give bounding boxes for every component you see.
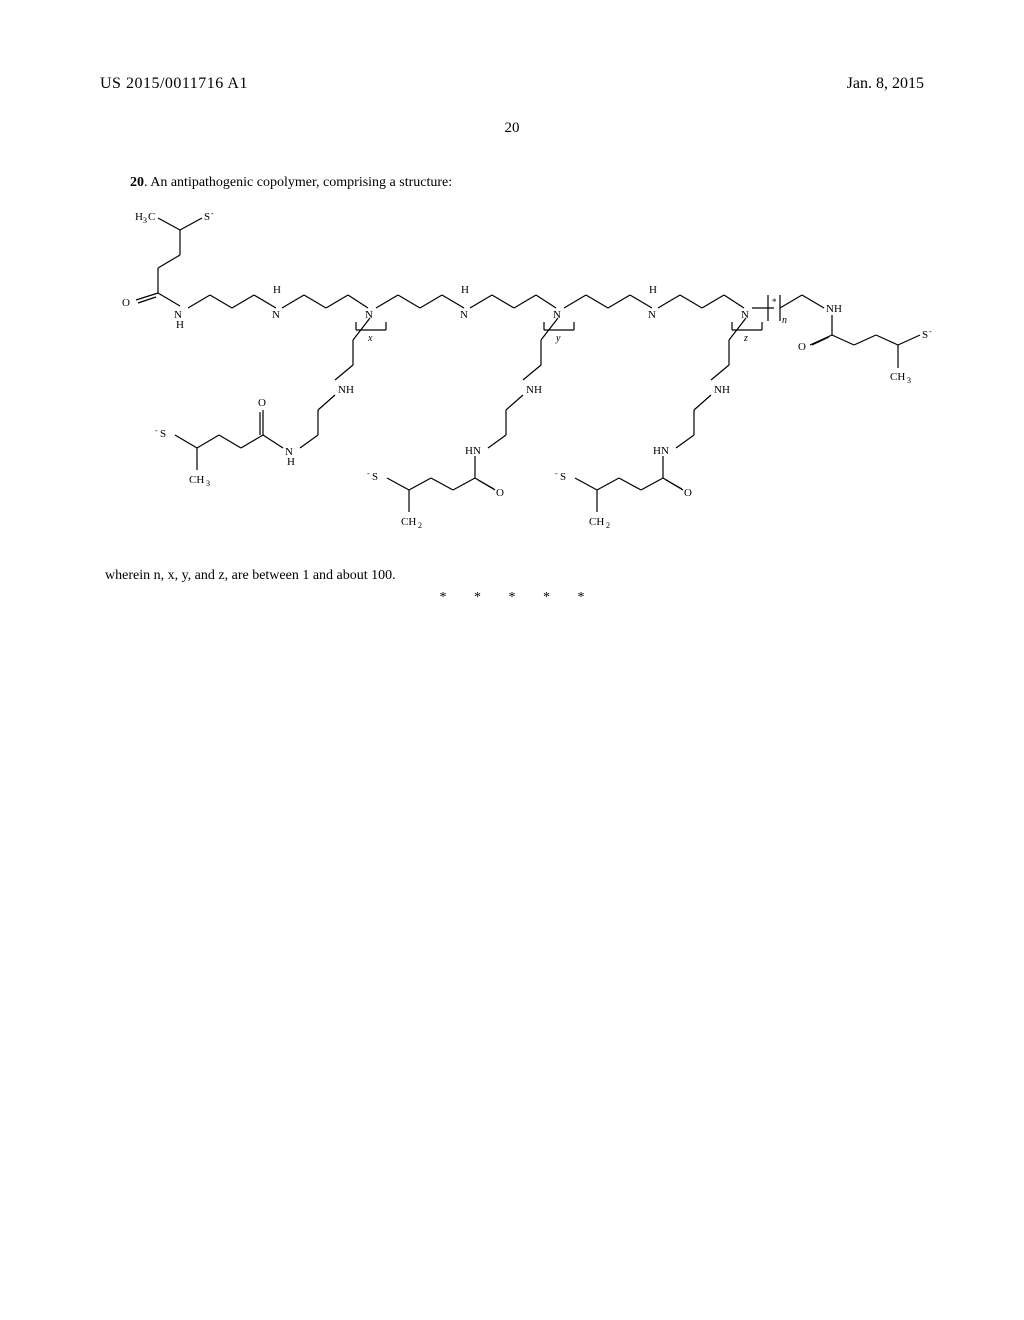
svg-text:H: H xyxy=(649,284,657,296)
svg-text:O: O xyxy=(496,487,504,499)
svg-text:CH: CH xyxy=(589,516,604,528)
svg-text:NH: NH xyxy=(714,384,730,396)
svg-text:O: O xyxy=(684,487,692,499)
svg-text:HN: HN xyxy=(465,445,481,457)
svg-text:H: H xyxy=(273,284,281,296)
wherein-text: wherein n, x, y, and z, are between 1 an… xyxy=(105,568,396,584)
svg-text:NH: NH xyxy=(826,303,842,315)
page-number: 20 xyxy=(0,120,1024,137)
svg-text:O: O xyxy=(258,397,266,409)
end-asterisks: * * * * * xyxy=(0,590,1024,606)
page-header: US 2015/0011716 A1 Jan. 8, 2015 xyxy=(0,75,1024,93)
claim-body: . An antipathogenic copolymer, comprisin… xyxy=(144,175,452,190)
svg-text:3: 3 xyxy=(206,479,210,488)
svg-text:-: - xyxy=(929,327,932,336)
svg-text:S: S xyxy=(560,471,566,483)
svg-text:N: N xyxy=(648,309,656,321)
svg-text:S: S xyxy=(922,329,928,341)
claim-text: 20. An antipathogenic copolymer, compris… xyxy=(130,175,452,191)
svg-text:-: - xyxy=(555,469,558,478)
svg-text:NH: NH xyxy=(338,384,354,396)
svg-text:NH: NH xyxy=(526,384,542,396)
svg-text:O: O xyxy=(798,341,806,353)
svg-text:n: n xyxy=(782,315,787,326)
svg-text:S: S xyxy=(204,211,210,223)
svg-text:3: 3 xyxy=(907,376,911,385)
svg-text:O: O xyxy=(122,297,130,309)
svg-text:y: y xyxy=(555,333,561,344)
svg-text:HN: HN xyxy=(653,445,669,457)
svg-text:3: 3 xyxy=(143,216,147,225)
svg-text:C: C xyxy=(148,211,155,223)
svg-text:N: N xyxy=(272,309,280,321)
svg-text:H: H xyxy=(135,211,143,223)
svg-text:z: z xyxy=(743,333,748,344)
patent-number: US 2015/0011716 A1 xyxy=(100,75,248,93)
svg-text:x: x xyxy=(367,333,373,344)
claim-number: 20 xyxy=(130,175,144,190)
svg-text:S: S xyxy=(160,428,166,440)
publication-date: Jan. 8, 2015 xyxy=(847,75,924,93)
svg-text:*: * xyxy=(772,297,777,307)
svg-text:H: H xyxy=(461,284,469,296)
svg-text:N: N xyxy=(460,309,468,321)
svg-text:CH: CH xyxy=(189,474,204,486)
svg-text:2: 2 xyxy=(606,521,610,530)
svg-text:-: - xyxy=(367,469,370,478)
chemical-structure: H 3 C S - O N H H N N x xyxy=(80,200,940,550)
svg-text:2: 2 xyxy=(418,521,422,530)
svg-text:-: - xyxy=(155,426,158,435)
svg-text:CH: CH xyxy=(890,371,905,383)
svg-text:S: S xyxy=(372,471,378,483)
svg-text:-: - xyxy=(211,209,214,218)
svg-text:H: H xyxy=(287,456,295,468)
svg-text:H: H xyxy=(176,319,184,331)
svg-text:CH: CH xyxy=(401,516,416,528)
